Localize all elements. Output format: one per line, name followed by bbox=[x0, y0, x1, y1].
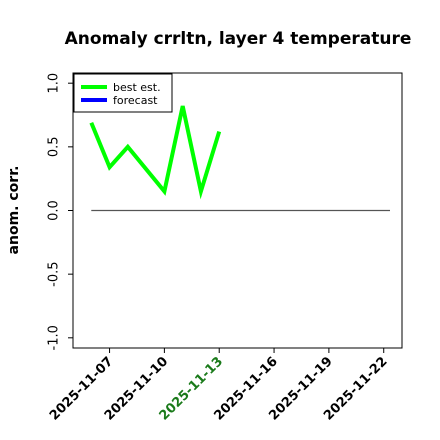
legend-label-0: best est. bbox=[113, 81, 161, 94]
y-tick-label: -1.0 bbox=[47, 325, 62, 350]
chart-title: Anomaly crrltn, layer 4 temperature bbox=[65, 29, 412, 49]
legend-box bbox=[73, 73, 173, 113]
y-tick-label: 1.0 bbox=[47, 73, 62, 94]
y-axis-label: anom. corr. bbox=[6, 166, 22, 255]
y-tick-label: 0.5 bbox=[47, 136, 62, 157]
legend: best est.forecast bbox=[73, 73, 173, 113]
y-tick-label: -0.5 bbox=[47, 261, 62, 286]
series-layer bbox=[89, 105, 390, 212]
series-line-0 bbox=[89, 105, 222, 200]
legend-label-1: forecast bbox=[113, 94, 158, 107]
x-axis: 2025-11-072025-11-102025-11-132025-11-16… bbox=[47, 348, 391, 424]
y-axis: -1.0 -0.5 0.0 0.5 1.0 bbox=[47, 73, 73, 351]
y-tick-label: 0.0 bbox=[47, 200, 62, 221]
